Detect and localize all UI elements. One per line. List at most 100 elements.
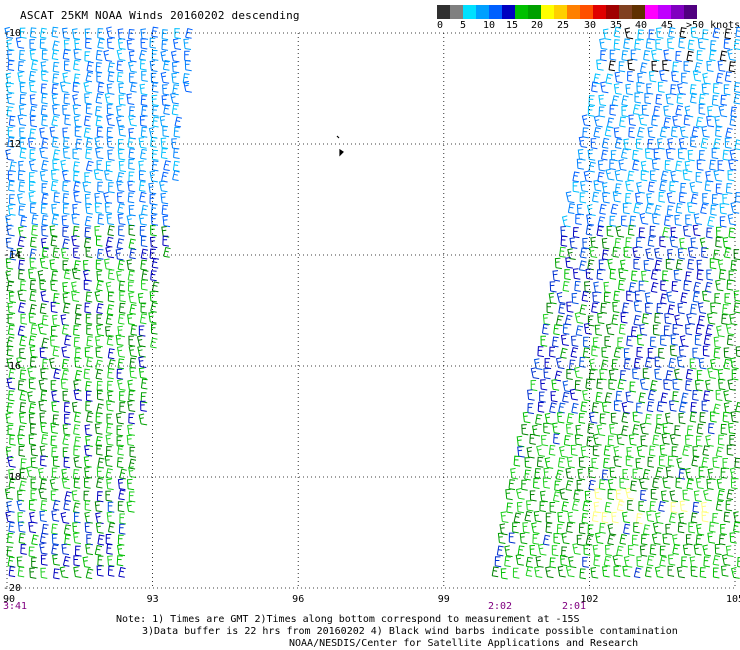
wind-barb	[585, 378, 592, 390]
wind-barb	[646, 555, 655, 567]
wind-barb	[613, 290, 620, 302]
wind-barb	[546, 302, 554, 314]
wind-barb	[140, 95, 148, 106]
wind-barb	[677, 522, 685, 534]
wind-barb	[62, 424, 71, 436]
lon-label: 99	[438, 594, 450, 605]
wind-barb	[16, 556, 25, 568]
wind-barb	[116, 49, 126, 61]
wind-barb	[140, 38, 148, 50]
wind-barb	[690, 401, 697, 413]
wind-barb	[61, 369, 70, 381]
wind-barb	[720, 565, 729, 577]
wind-barb	[605, 73, 613, 85]
wind-barb	[682, 225, 691, 237]
wind-barb	[31, 534, 39, 546]
wind-barb	[626, 335, 633, 347]
wind-barb	[41, 115, 48, 127]
wind-barb	[8, 566, 16, 578]
wind-barb	[60, 247, 69, 260]
wind-barb	[537, 346, 544, 358]
wind-barb	[722, 458, 730, 470]
wind-barb	[607, 258, 616, 271]
wind-barb	[84, 215, 93, 227]
wind-barb	[29, 346, 38, 358]
wind-barb	[587, 259, 595, 271]
wind-barb	[171, 104, 179, 116]
wind-barb	[104, 258, 113, 271]
wind-barb	[28, 378, 36, 390]
wind-barb	[723, 84, 731, 96]
wind-barb	[602, 192, 610, 204]
wind-barb	[726, 279, 734, 291]
wind-barb	[20, 543, 27, 555]
wind-barb	[678, 401, 687, 413]
wind-barb	[676, 566, 685, 579]
wind-barb	[613, 566, 621, 578]
wind-barb	[149, 236, 158, 249]
wind-barb	[104, 169, 113, 182]
colorbar-swatch	[437, 5, 450, 19]
wind-barb	[724, 293, 732, 305]
wind-barb	[96, 270, 104, 282]
wind-barb	[138, 413, 148, 426]
wind-barb	[601, 149, 609, 161]
wind-barb	[553, 433, 560, 445]
wind-barb	[7, 556, 15, 568]
wind-barb	[569, 237, 578, 249]
wind-barb	[151, 149, 159, 161]
wind-barb	[150, 214, 159, 226]
wind-barb	[63, 203, 70, 215]
wind-barb	[623, 246, 631, 259]
wind-barb	[160, 71, 170, 84]
wind-barb	[719, 50, 728, 62]
wind-barb	[19, 147, 27, 159]
wind-barb	[722, 237, 731, 249]
wind-barb	[562, 380, 571, 393]
wind-barb	[18, 533, 26, 544]
wind-barb	[106, 334, 114, 346]
wind-barb	[591, 402, 599, 414]
wind-barb	[583, 323, 592, 335]
wind-barb	[596, 424, 606, 437]
wind-barb	[631, 534, 639, 546]
wind-barb	[725, 182, 733, 194]
wind-barb	[82, 556, 91, 569]
wind-barb	[51, 544, 59, 556]
wind-barb	[701, 400, 709, 412]
wind-barb	[52, 159, 60, 171]
wind-barb	[106, 38, 115, 50]
wind-barb	[730, 411, 739, 423]
wind-barb	[519, 532, 528, 545]
wind-barb	[660, 490, 669, 502]
wind-barb	[651, 60, 659, 72]
colorbar-label: 15	[506, 20, 519, 31]
wind-barb	[552, 491, 561, 503]
wind-barb	[614, 183, 622, 195]
wind-barb	[96, 444, 103, 456]
wind-barb	[130, 324, 138, 336]
wind-barb	[606, 225, 614, 237]
wind-barb	[106, 511, 115, 524]
wind-barb	[73, 181, 81, 193]
wind-barb	[49, 335, 58, 348]
wind-barb	[105, 434, 114, 446]
wind-barb	[654, 566, 664, 579]
wind-barb	[508, 532, 516, 544]
wind-barb	[556, 523, 564, 535]
wind-barb	[7, 532, 14, 544]
wind-barb	[675, 50, 682, 62]
wind-barb	[642, 468, 651, 480]
wind-barb	[115, 334, 124, 346]
wind-barb	[695, 116, 704, 128]
wind-barb	[681, 72, 688, 84]
wind-barb	[587, 105, 595, 117]
wind-barb	[19, 402, 27, 414]
wind-barb	[578, 260, 587, 272]
wind-barb	[647, 389, 656, 401]
wind-barb	[557, 565, 566, 578]
wind-barb	[116, 238, 125, 250]
wind-barb	[52, 104, 60, 116]
wind-barb	[105, 534, 113, 545]
wind-barb	[598, 106, 606, 118]
